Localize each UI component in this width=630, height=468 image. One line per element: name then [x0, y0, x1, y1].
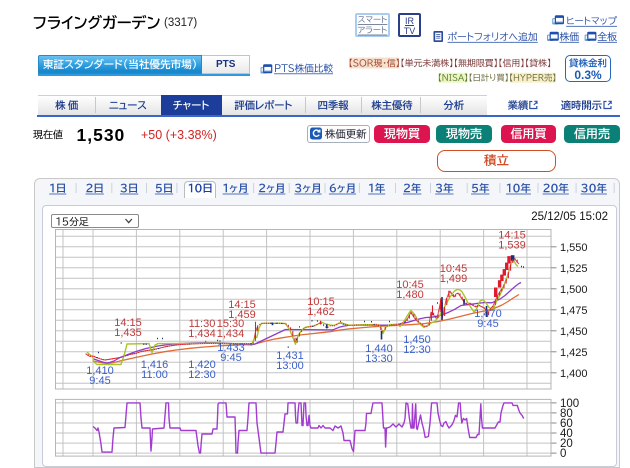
svg-text:9:45: 9:45 [89, 375, 110, 387]
svg-text:1,425: 1,425 [560, 347, 588, 359]
svg-text:1,462: 1,462 [307, 306, 335, 318]
svg-text:12:30: 12:30 [403, 344, 431, 356]
svg-text:1,434: 1,434 [217, 328, 245, 340]
svg-text:1,525: 1,525 [560, 263, 588, 275]
svg-text:1,434: 1,434 [188, 328, 216, 340]
svg-text:60: 60 [560, 418, 573, 430]
svg-text:10:45: 10:45 [396, 279, 424, 291]
svg-text:15:30: 15:30 [217, 318, 245, 330]
svg-text:1,431: 1,431 [276, 350, 304, 362]
svg-text:1,470: 1,470 [474, 308, 502, 320]
svg-text:80: 80 [560, 408, 573, 420]
svg-text:1,435: 1,435 [114, 327, 142, 339]
svg-text:1,475: 1,475 [560, 305, 588, 317]
svg-text:0: 0 [560, 448, 566, 459]
svg-text:20: 20 [560, 438, 573, 450]
svg-text:1,480: 1,480 [396, 289, 424, 301]
svg-text:11:30: 11:30 [189, 318, 216, 330]
svg-text:1,459: 1,459 [228, 309, 256, 321]
svg-text:13:00: 13:00 [276, 360, 304, 372]
svg-text:13:30: 13:30 [365, 353, 393, 365]
svg-text:14:15: 14:15 [114, 317, 142, 329]
svg-text:10:45: 10:45 [440, 263, 468, 275]
svg-text:1,550: 1,550 [560, 242, 588, 254]
svg-text:9:45: 9:45 [220, 352, 241, 364]
svg-text:1,420: 1,420 [188, 359, 216, 371]
svg-text:1,440: 1,440 [365, 343, 393, 355]
svg-text:1,499: 1,499 [440, 273, 468, 285]
svg-text:14:15: 14:15 [498, 230, 526, 242]
svg-text:1,539: 1,539 [498, 240, 526, 252]
svg-text:1,450: 1,450 [560, 326, 588, 338]
svg-text:12:30: 12:30 [188, 369, 216, 381]
svg-text:1,433: 1,433 [217, 342, 245, 354]
svg-text:1,416: 1,416 [141, 359, 169, 371]
svg-text:100: 100 [560, 398, 579, 410]
svg-text:1,450: 1,450 [403, 334, 431, 346]
svg-text:1,410: 1,410 [86, 365, 114, 377]
svg-text:40: 40 [560, 428, 573, 440]
svg-text:10:15: 10:15 [307, 296, 335, 308]
svg-text:1,500: 1,500 [560, 284, 588, 296]
svg-text:1,400: 1,400 [560, 368, 588, 380]
svg-text:14:15: 14:15 [228, 299, 256, 311]
svg-text:11:00: 11:00 [141, 369, 168, 381]
svg-text:9:45: 9:45 [477, 318, 498, 330]
